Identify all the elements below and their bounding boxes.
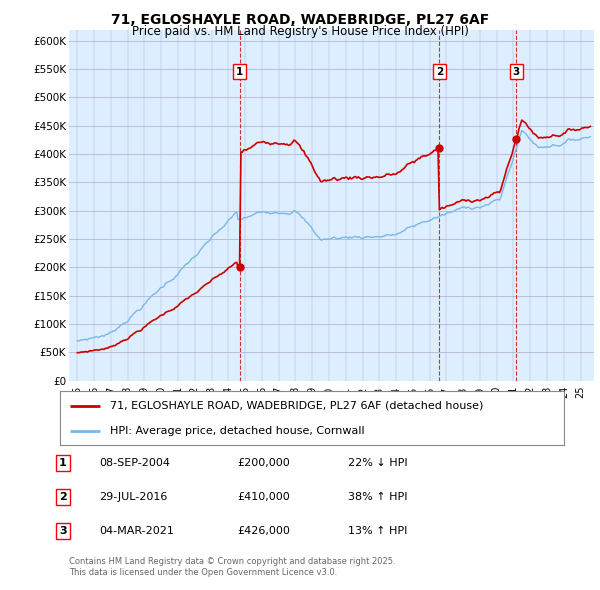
Text: Price paid vs. HM Land Registry's House Price Index (HPI): Price paid vs. HM Land Registry's House …: [131, 25, 469, 38]
Text: 04-MAR-2021: 04-MAR-2021: [99, 526, 174, 536]
Text: 08-SEP-2004: 08-SEP-2004: [99, 458, 170, 468]
Text: 38% ↑ HPI: 38% ↑ HPI: [348, 492, 407, 502]
Text: 3: 3: [513, 67, 520, 77]
Text: £426,000: £426,000: [237, 526, 290, 536]
Text: This data is licensed under the Open Government Licence v3.0.: This data is licensed under the Open Gov…: [69, 568, 337, 577]
Text: 13% ↑ HPI: 13% ↑ HPI: [348, 526, 407, 536]
Text: 2: 2: [59, 492, 67, 502]
Text: 71, EGLOSHAYLE ROAD, WADEBRIDGE, PL27 6AF: 71, EGLOSHAYLE ROAD, WADEBRIDGE, PL27 6A…: [111, 13, 489, 27]
Text: Contains HM Land Registry data © Crown copyright and database right 2025.: Contains HM Land Registry data © Crown c…: [69, 558, 395, 566]
Text: 2: 2: [436, 67, 443, 77]
Text: £200,000: £200,000: [237, 458, 290, 468]
Text: 3: 3: [59, 526, 67, 536]
Text: 22% ↓ HPI: 22% ↓ HPI: [348, 458, 407, 468]
Text: HPI: Average price, detached house, Cornwall: HPI: Average price, detached house, Corn…: [110, 426, 365, 436]
Text: £410,000: £410,000: [237, 492, 290, 502]
Text: 29-JUL-2016: 29-JUL-2016: [99, 492, 167, 502]
Text: 1: 1: [59, 458, 67, 468]
Text: 71, EGLOSHAYLE ROAD, WADEBRIDGE, PL27 6AF (detached house): 71, EGLOSHAYLE ROAD, WADEBRIDGE, PL27 6A…: [110, 401, 484, 411]
Text: 1: 1: [236, 67, 243, 77]
